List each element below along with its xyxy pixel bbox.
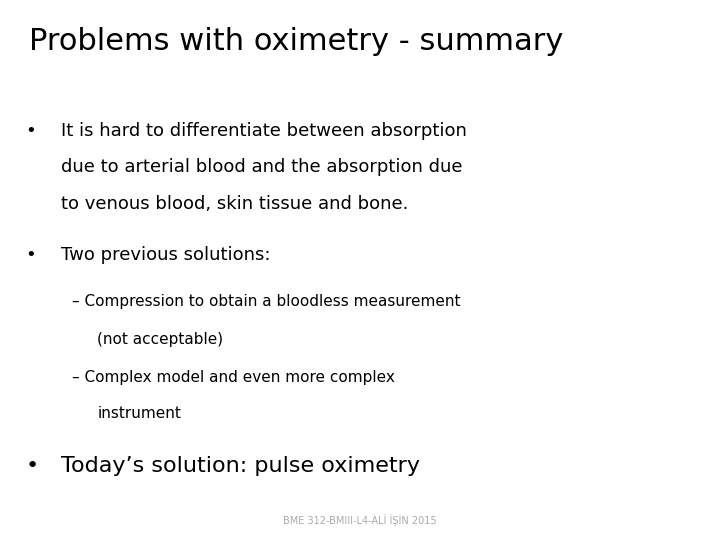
Text: – Complex model and even more complex: – Complex model and even more complex: [72, 370, 395, 385]
Text: (not acceptable): (not acceptable): [97, 332, 223, 347]
Text: •: •: [25, 122, 36, 139]
Text: BME 312-BMIII-L4-ALİ İŞİN 2015: BME 312-BMIII-L4-ALİ İŞİN 2015: [283, 515, 437, 526]
Text: •: •: [25, 246, 36, 264]
Text: Problems with oximetry - summary: Problems with oximetry - summary: [29, 27, 563, 56]
Text: – Compression to obtain a bloodless measurement: – Compression to obtain a bloodless meas…: [72, 294, 461, 309]
Text: •: •: [25, 456, 38, 476]
Text: Today’s solution: pulse oximetry: Today’s solution: pulse oximetry: [61, 456, 420, 476]
Text: It is hard to differentiate between absorption: It is hard to differentiate between abso…: [61, 122, 467, 139]
Text: due to arterial blood and the absorption due: due to arterial blood and the absorption…: [61, 158, 463, 176]
Text: instrument: instrument: [97, 406, 181, 421]
Text: Two previous solutions:: Two previous solutions:: [61, 246, 271, 264]
Text: to venous blood, skin tissue and bone.: to venous blood, skin tissue and bone.: [61, 195, 408, 213]
